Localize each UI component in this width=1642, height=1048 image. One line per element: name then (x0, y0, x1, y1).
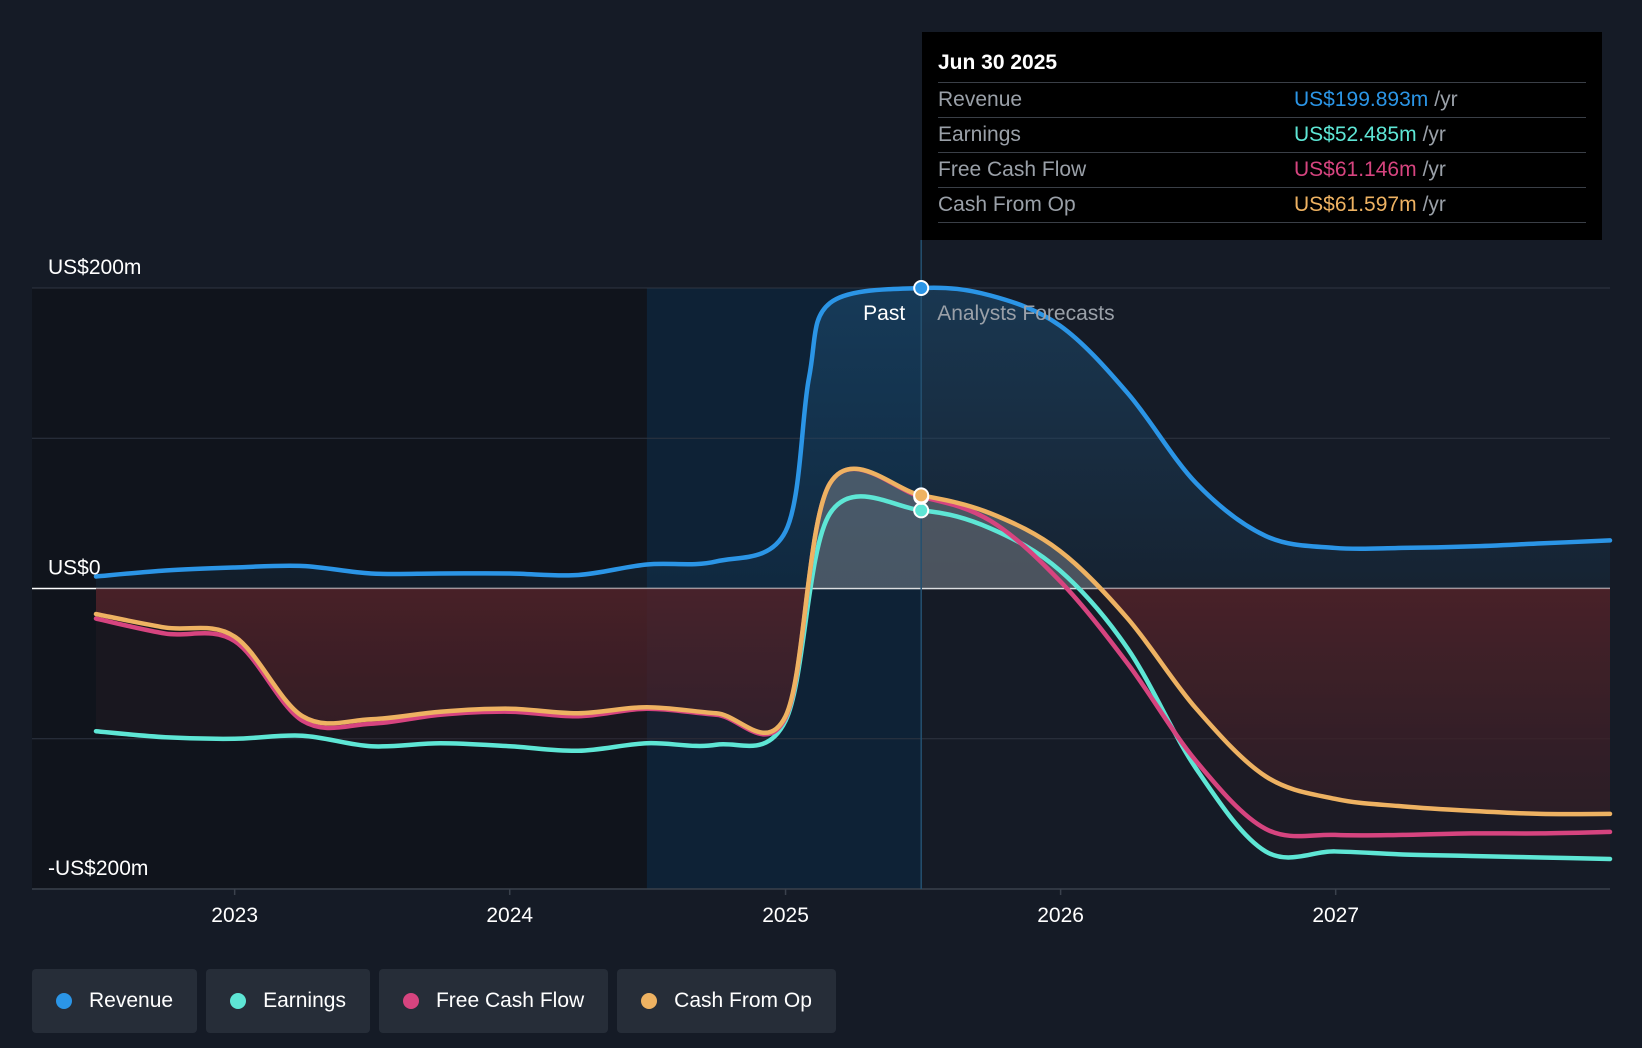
legend-dot-icon (230, 993, 247, 1009)
cursor-markers (913, 280, 930, 519)
axes: US$200m US$0 -US$200m 2023 2024 2025 2026 2027 (48, 256, 1359, 927)
tooltip-label: Revenue (938, 88, 1023, 111)
tooltip-unit: /yr (1422, 158, 1446, 181)
tooltip-row-revenue: Revenue US$199.893m/yr (938, 82, 1586, 117)
tooltip-value: US$199.893m (1294, 88, 1429, 111)
past-label: Past (863, 302, 905, 325)
legend-label: Revenue (89, 989, 174, 1012)
y-axis-label: -US$200m (48, 857, 148, 880)
forecast-label: Analysts Forecasts (937, 302, 1114, 325)
area-fills (96, 287, 1610, 859)
tooltip-value: US$52.485m (1294, 123, 1417, 146)
tooltip-value: US$61.146m (1294, 158, 1417, 181)
cursor-marker (913, 487, 930, 504)
y-axis-label: US$0 (48, 557, 101, 580)
revenue-area (96, 287, 1610, 589)
earnings-negative-area (96, 588, 1610, 859)
x-tick-label: 2027 (1312, 904, 1359, 927)
legend-item-earnings[interactable]: Earnings (206, 969, 370, 1033)
tooltip-row-free-cash-flow: Free Cash Flow US$61.146m/yr (938, 152, 1586, 187)
legend-dot-icon (56, 993, 72, 1009)
tooltip-value: US$61.597m (1294, 193, 1417, 216)
legend-dot-icon (641, 993, 658, 1009)
legend-item-free-cash-flow[interactable]: Free Cash Flow (378, 969, 609, 1033)
cursor-marker (913, 502, 930, 519)
x-tick-label: 2023 (211, 904, 258, 927)
tooltip-label: Earnings (938, 123, 1021, 146)
legend: Revenue Earnings Free Cash Flow Cash Fro… (32, 969, 836, 1033)
tooltip-row-cash-from-op: Cash From Op US$61.597m/yr (938, 187, 1586, 223)
cash-from-op-positive-area (96, 468, 1610, 589)
x-tick-label: 2024 (486, 904, 533, 927)
tooltip-row-earnings: Earnings US$52.485m/yr (938, 117, 1586, 152)
legend-item-revenue[interactable]: Revenue (32, 969, 198, 1033)
tooltip-date: Jun 30 2025 (938, 51, 1058, 74)
tooltip-unit: /yr (1434, 88, 1458, 111)
x-tick-label: 2026 (1037, 904, 1084, 927)
cursor-marker (913, 280, 930, 296)
y-axis-label: US$200m (48, 256, 141, 279)
series-line-earnings (93, 494, 1613, 862)
legend-item-cash-from-op[interactable]: Cash From Op (617, 969, 836, 1033)
legend-dot-icon (402, 993, 419, 1009)
cash-from-op-negative-area (96, 588, 1610, 815)
tooltip-label: Cash From Op (938, 193, 1076, 216)
series-lines (93, 285, 1613, 862)
x-tick-label: 2025 (762, 904, 809, 927)
tooltip-label: Free Cash Flow (938, 158, 1087, 181)
legend-label: Earnings (263, 989, 346, 1012)
legend-label: Cash From Op (674, 989, 812, 1012)
tooltip-unit: /yr (1422, 193, 1446, 216)
series-line-revenue (93, 285, 1613, 579)
tooltip: Jun 30 2025 Revenue US$199.893m/yr Earni… (922, 32, 1602, 240)
series-line-cash-from-op (93, 466, 1613, 817)
legend-label: Free Cash Flow (435, 989, 585, 1012)
tooltip-unit: /yr (1422, 123, 1446, 146)
